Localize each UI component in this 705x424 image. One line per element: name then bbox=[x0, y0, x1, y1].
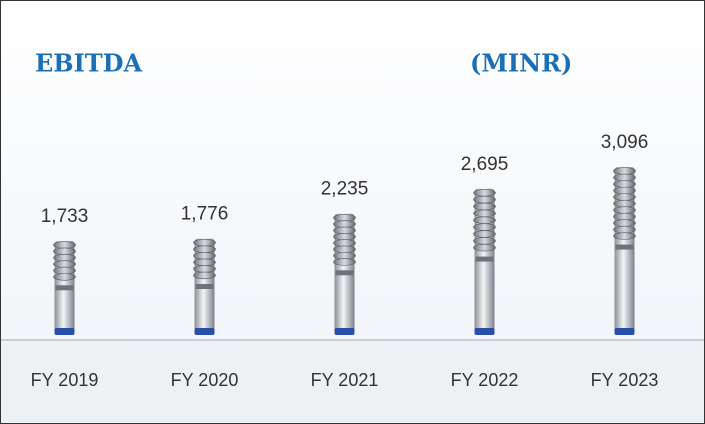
coil-ring bbox=[334, 252, 356, 259]
pump-base bbox=[335, 328, 355, 335]
value-label: 2,695 bbox=[461, 154, 509, 175]
coil-ring bbox=[54, 242, 76, 249]
pump-bar bbox=[334, 214, 356, 335]
pump-joint bbox=[196, 284, 214, 289]
coil-ring bbox=[614, 200, 636, 207]
coil-ring bbox=[614, 207, 636, 214]
chart: EBITDA (MINR) FY 2019 1,733 FY 2020 1,776 FY… bbox=[0, 0, 705, 424]
coil-ring bbox=[614, 174, 636, 181]
coil-ring bbox=[334, 240, 356, 247]
coil-ring bbox=[334, 259, 356, 266]
coil-ring bbox=[334, 227, 356, 234]
pump-base bbox=[475, 328, 495, 335]
coil-ring bbox=[614, 168, 636, 175]
coil-ring bbox=[54, 261, 76, 268]
coil-ring bbox=[334, 233, 356, 240]
pump-base bbox=[55, 328, 75, 335]
pump-bar bbox=[474, 189, 496, 335]
coil-ring bbox=[614, 213, 636, 220]
x-tick-label: FY 2019 bbox=[31, 370, 99, 390]
coil-ring bbox=[474, 231, 496, 238]
coil-ring bbox=[194, 252, 216, 259]
coil-ring bbox=[614, 194, 636, 201]
coil-ring bbox=[194, 246, 216, 253]
coil-ring bbox=[194, 265, 216, 272]
chart-title: EBITDA bbox=[35, 49, 142, 78]
coil-ring bbox=[614, 181, 636, 188]
coil-ring bbox=[614, 233, 636, 240]
coil-ring bbox=[474, 244, 496, 251]
coil-ring bbox=[474, 224, 496, 231]
coil-ring bbox=[614, 226, 636, 233]
coil-ring bbox=[474, 203, 496, 210]
coil-ring bbox=[334, 221, 356, 228]
coil-ring bbox=[54, 273, 76, 280]
value-label: 1,776 bbox=[181, 204, 229, 225]
coil-ring bbox=[194, 259, 216, 266]
coil-ring bbox=[334, 246, 356, 253]
x-tick-label: FY 2023 bbox=[591, 370, 659, 390]
coil-ring bbox=[474, 189, 496, 196]
value-label: 2,235 bbox=[321, 179, 369, 200]
chart-subtitle: (MINR) bbox=[470, 49, 572, 78]
value-label: 1,733 bbox=[41, 206, 89, 227]
value-label: 3,096 bbox=[601, 132, 649, 153]
coil-ring bbox=[614, 220, 636, 227]
pump-joint bbox=[56, 285, 74, 290]
pump-bar bbox=[54, 241, 76, 335]
pump-bar bbox=[614, 167, 636, 335]
coil-ring bbox=[474, 237, 496, 244]
coil-ring bbox=[474, 196, 496, 203]
coil-ring bbox=[194, 239, 216, 246]
pump-joint bbox=[336, 270, 354, 275]
pump-base bbox=[195, 328, 215, 335]
coil-ring bbox=[474, 217, 496, 224]
x-tick-label: FY 2022 bbox=[451, 370, 519, 390]
coil-ring bbox=[334, 214, 356, 221]
coil-ring bbox=[614, 187, 636, 194]
coil-ring bbox=[54, 254, 76, 261]
pump-bar bbox=[194, 239, 216, 335]
pump-base bbox=[615, 328, 635, 335]
pump-joint bbox=[616, 245, 634, 250]
coil-ring bbox=[54, 248, 76, 255]
pump-joint bbox=[476, 257, 494, 262]
coil-ring bbox=[54, 267, 76, 274]
x-tick-label: FY 2020 bbox=[171, 370, 239, 390]
coil-ring bbox=[194, 272, 216, 279]
x-tick-label: FY 2021 bbox=[311, 370, 379, 390]
coil-ring bbox=[474, 210, 496, 217]
